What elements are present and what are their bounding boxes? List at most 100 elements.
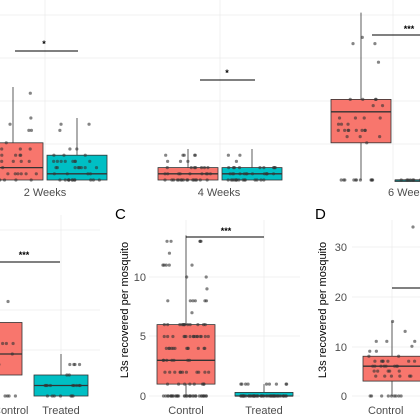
- panel-c-control-point: [178, 370, 183, 374]
- sig-label-2-weeks: *: [42, 39, 46, 49]
- panel-a-4-weeks-treated-point: [237, 178, 241, 182]
- panel-a-6-weeks-control-point: [361, 97, 365, 101]
- panel-a-2-weeks-treated-point: [79, 166, 83, 170]
- panel-a-2-weeks-treated-point: [65, 172, 69, 176]
- panel-c-control-point: [183, 382, 187, 386]
- panel-a-4-weeks-control-point: [198, 178, 202, 182]
- panel-b-treated-point: [48, 383, 52, 388]
- panel-c-control-point: [164, 263, 168, 267]
- panel-a-2-weeks-control-point: [0, 147, 4, 151]
- panel-a-4-weeks-control-point: [193, 178, 198, 182]
- panel-c-control-point: [185, 275, 189, 279]
- panel-a-4-weeks-treated-point: [237, 166, 242, 170]
- panel-a-2-weeks-control-point: [14, 153, 18, 157]
- panel-a-4-weeks-control-point: [188, 172, 192, 176]
- panel-a-x-labels: 2 Weeks 4 Weeks 6 Weeks: [24, 187, 420, 199]
- panel-c-treated-point: [284, 394, 288, 398]
- panel-c-control-point: [190, 311, 194, 315]
- panel-a-2-weeks-treated-point: [67, 178, 71, 182]
- panel-d-letter: D: [315, 206, 326, 223]
- panel-a-4-weeks-control-point: [208, 172, 213, 176]
- panel-c-control-point: [191, 334, 196, 339]
- panel-d-control-point: [399, 394, 403, 398]
- panel-a-4-weeks-control-point: [194, 166, 198, 170]
- panel-a-2-weeks-control-point: [28, 91, 32, 95]
- panel-c-control-point: [192, 382, 196, 386]
- panel-a-4-weeks-treated-point: [255, 178, 259, 182]
- panel-b-treated-point: [50, 394, 54, 398]
- panel-c: C L3s recovered per mosquito 0 5 10 *** …: [115, 206, 300, 417]
- panel-a-2-weeks-control-point: [0, 153, 4, 157]
- panel-a-4-weeks-control-point: [176, 178, 181, 182]
- panel-a-6-weeks-treated-point: [408, 178, 412, 182]
- panel-a-2-weeks-treated-point: [75, 147, 79, 151]
- panel-a-6-weeks-control-point: [336, 128, 340, 132]
- panel-c-control-point: [169, 239, 173, 243]
- panel-a-4-weeks-control-point: [200, 172, 204, 176]
- panel-c-treated-point: [239, 394, 243, 398]
- panel-c-control-point: [182, 394, 186, 398]
- panel-c-control-point: [167, 251, 172, 255]
- panel-d-control-point: [379, 359, 384, 363]
- c-ytick-10: 10: [134, 272, 146, 284]
- panel-c-control-point: [188, 299, 192, 303]
- panel-b-control-point: [7, 394, 11, 398]
- panel-d-control-point: [374, 339, 378, 343]
- panel-d-control-point: [379, 364, 383, 368]
- panel-c-control-point: [191, 299, 195, 303]
- panel-c-control-point: [195, 334, 199, 339]
- panel-c-control-point: [163, 370, 167, 374]
- panel-a-2-weeks-treated-point: [88, 159, 92, 163]
- d-ytick-0: 0: [341, 391, 347, 403]
- panel-a-2-weeks-treated-point: [94, 166, 99, 170]
- panel-a-6-weeks-control-point: [363, 128, 367, 132]
- panel-a-2-weeks-treated-point: [73, 178, 77, 182]
- panel-a-2-weeks-control-point: [0, 159, 4, 163]
- panel-a-4-weeks-control-point: [204, 172, 208, 176]
- panel-d-control-point: [413, 339, 417, 343]
- panel-a-grid: [0, 0, 420, 180]
- panel-a-2-weeks-control-point: [19, 172, 23, 176]
- panel-a-4-weeks-treated-point: [226, 178, 230, 182]
- panel-d-control-point: [397, 369, 401, 373]
- panel-d-control-point: [380, 394, 384, 398]
- panel-c-treated-point: [267, 382, 272, 386]
- panel-d: D L3s recovered per mosquito 0 10 20 30 …: [315, 206, 420, 417]
- panel-c-treated-point: [247, 394, 251, 398]
- panel-c-control-point: [188, 382, 192, 386]
- panel-a-4-weeks-control-point: [177, 172, 181, 176]
- panel-a-4-weeks-treated-point: [271, 172, 276, 176]
- panel-a-6-weeks-control-point: [337, 116, 342, 120]
- panel-c-marks: [156, 235, 294, 398]
- panel-c-control-point: [167, 346, 171, 350]
- panel-a-2-weeks-control-point: [8, 122, 12, 126]
- panel-a-6-weeks-control-point: [378, 135, 382, 139]
- panel-a-4-weeks-treated-point: [228, 172, 232, 176]
- panel-a-6-weeks-control-point: [374, 97, 378, 101]
- panel-d-control-point: [372, 369, 376, 373]
- panel-a-4-weeks-control-point: [163, 172, 167, 176]
- panel-d-control-point: [389, 394, 394, 398]
- panel-a-2-weeks-control-point: [19, 153, 23, 157]
- x-label-4-weeks: 4 Weeks: [198, 187, 241, 199]
- panel-c-control-point: [167, 263, 171, 267]
- panel-a-2-weeks-control-point: [29, 178, 33, 182]
- panel-a-2-weeks-treated-point: [68, 147, 72, 151]
- panel-a-2-weeks-treated-point: [52, 159, 56, 163]
- panel-c-control-point: [173, 346, 177, 350]
- panel-a-4-weeks-control-point: [193, 153, 197, 157]
- x-label-d-control: Control: [368, 405, 403, 417]
- panel-a-6-weeks-control-point: [351, 42, 355, 46]
- panel-a-6-weeks-control-point: [371, 104, 375, 108]
- panel-b-treated-point: [73, 362, 77, 367]
- panel-a-2-weeks-control-point: [27, 159, 31, 163]
- panel-b-control-point: [3, 394, 7, 398]
- panel-c-control-point: [169, 394, 173, 398]
- panel-b-treated-point: [71, 383, 75, 388]
- panel-c-control-point: [188, 334, 192, 339]
- panel-a-2-weeks-control-point: [29, 116, 33, 120]
- panel-a-2-weeks-control-point: [28, 147, 32, 151]
- panel-c-control-point: [165, 239, 169, 243]
- panel-a-2-weeks-treated-point: [58, 128, 62, 132]
- panel-c-control-point: [198, 239, 202, 243]
